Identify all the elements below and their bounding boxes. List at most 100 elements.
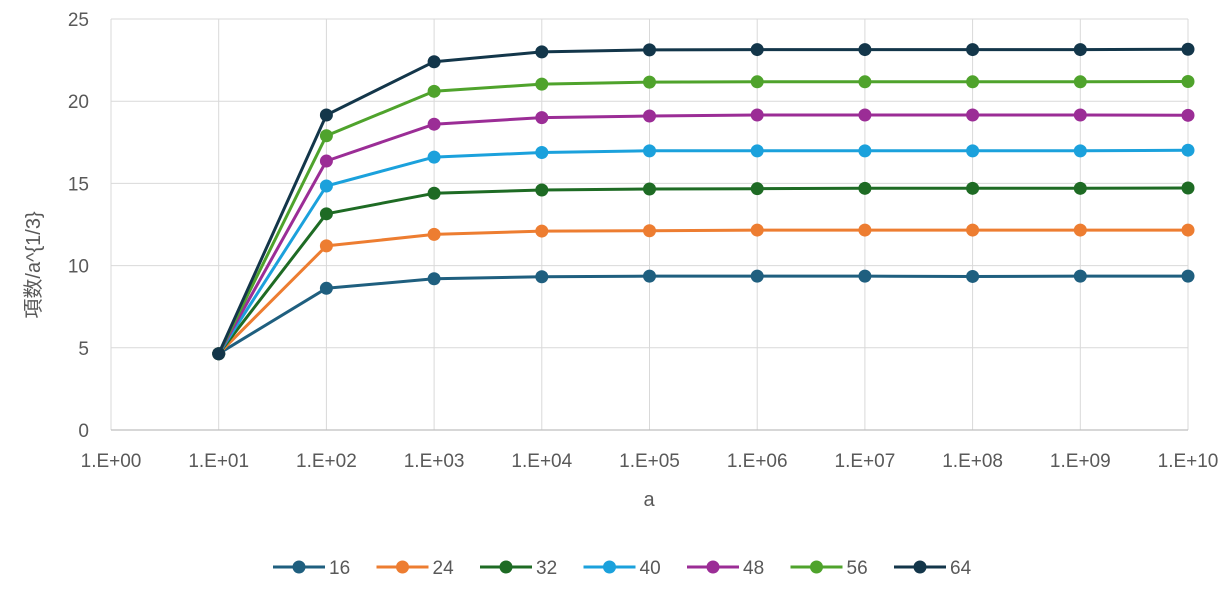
series-line: [217, 274, 1188, 355]
data-point: [319, 179, 333, 193]
data-point: [1073, 43, 1087, 57]
y-axis-label: 項数/a^{1/3}: [22, 211, 45, 319]
series-32: [212, 181, 1195, 361]
legend-item: 32: [480, 558, 557, 579]
legend-label: 32: [536, 558, 557, 579]
data-point: [319, 108, 333, 122]
legend-marker: [292, 560, 306, 574]
legend-label: 40: [640, 558, 661, 579]
y-tick-label: 15: [68, 174, 89, 195]
data-point: [750, 182, 764, 196]
y-tick-label: 0: [78, 421, 89, 442]
data-point: [535, 77, 549, 91]
data-point: [750, 43, 764, 57]
data-point: [427, 186, 441, 200]
y-tick-label: 5: [78, 339, 89, 360]
legend-label: 24: [433, 558, 455, 579]
legend: 16 24 32 40 48 56 64: [273, 558, 972, 579]
data-point: [643, 109, 656, 123]
data-point: [1073, 108, 1087, 122]
data-point: [1181, 269, 1195, 283]
legend-item: 56: [790, 558, 868, 579]
data-point: [1073, 75, 1087, 89]
data-point: [750, 269, 764, 283]
legend-label: 48: [743, 558, 764, 579]
data-point: [1181, 42, 1195, 56]
series-64: [212, 42, 1195, 361]
data-point: [966, 181, 980, 195]
data-point: [966, 43, 980, 57]
data-point: [1181, 223, 1195, 237]
data-point: [212, 347, 226, 361]
series-line: [217, 113, 1189, 355]
x-tick-label: 1.E+04: [511, 451, 572, 472]
series-40: [212, 143, 1195, 361]
data-point: [750, 75, 764, 89]
legend-marker: [603, 560, 616, 574]
y-tick-label: 20: [68, 92, 89, 113]
series-line: [217, 80, 1189, 355]
data-point: [643, 144, 656, 158]
data-point: [427, 272, 441, 286]
legend-marker: [396, 560, 409, 574]
data-point: [1181, 181, 1195, 195]
series-line: [217, 228, 1188, 355]
data-point: [319, 154, 333, 168]
data-point: [643, 43, 656, 57]
data-point: [319, 239, 333, 253]
x-tick-label: 1.E+01: [188, 451, 249, 472]
data-point: [535, 183, 549, 197]
data-point: [750, 223, 764, 237]
data-point: [1181, 74, 1195, 88]
series-56: [212, 74, 1195, 361]
legend-item: 64: [894, 558, 972, 579]
x-tick-label: 1.E+08: [942, 451, 1003, 472]
data-point: [427, 150, 441, 164]
legend-marker: [810, 560, 823, 574]
data-point: [966, 108, 980, 122]
series-line: [217, 148, 1189, 355]
data-point: [535, 270, 549, 284]
y-tick-label: 10: [68, 257, 89, 278]
legend-marker: [706, 560, 720, 574]
legend-marker: [499, 560, 513, 574]
legend-marker: [913, 560, 927, 574]
data-point: [858, 144, 872, 158]
x-tick-label: 1.E+02: [296, 451, 357, 472]
data-point: [858, 43, 872, 57]
axes: 0 5 10 15 20 25 1.E+00 1.E+01 1.E+02 1.E+03 1.E+04…: [68, 10, 1219, 472]
legend-item: 24: [376, 558, 455, 579]
data-point: [1073, 181, 1087, 195]
x-tick-label: 1.E+10: [1158, 451, 1219, 472]
data-point: [427, 84, 441, 98]
x-tick-label: 1.E+07: [835, 451, 896, 472]
data-point: [966, 269, 980, 283]
data-point: [643, 182, 656, 196]
series-24: [212, 223, 1195, 361]
legend-item: 48: [687, 558, 764, 579]
x-tick-label: 1.E+00: [81, 451, 142, 472]
x-tick-label: 1.E+05: [619, 451, 680, 472]
x-tick-label: 1.E+06: [727, 451, 788, 472]
x-tick-label: 1.E+03: [404, 451, 465, 472]
data-point: [427, 117, 441, 131]
data-point: [858, 181, 872, 195]
legend-label: 16: [329, 558, 350, 579]
series-16: [212, 269, 1195, 361]
data-point: [750, 108, 764, 122]
data-point: [966, 223, 980, 237]
data-point: [858, 269, 872, 283]
data-point: [427, 227, 441, 241]
x-tick-label: 1.E+09: [1050, 451, 1111, 472]
series-group: [212, 42, 1195, 361]
data-point: [1181, 143, 1195, 157]
series-line: [217, 186, 1189, 355]
data-point: [1073, 269, 1087, 283]
series-48: [212, 108, 1195, 361]
data-point: [319, 207, 333, 221]
x-axis-label: a: [643, 489, 655, 511]
data-point: [1181, 108, 1195, 122]
data-point: [966, 144, 980, 158]
data-point: [1073, 144, 1087, 158]
